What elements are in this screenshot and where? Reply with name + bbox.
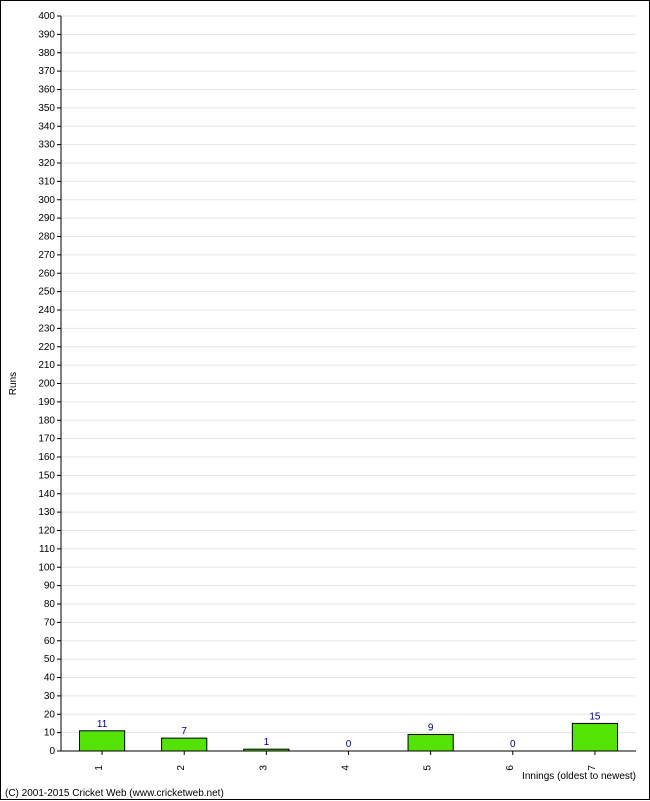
copyright-text: (C) 2001-2015 Cricket Web (www.cricketwe… [5,788,224,799]
y-tick-label: 190 [38,397,55,408]
bar-value-label: 1 [264,737,270,748]
bar-value-label: 11 [97,719,108,730]
y-axis-title: Runs [8,372,19,395]
y-tick-label: 230 [38,323,55,334]
x-tick-label: 4 [341,765,352,771]
y-tick-label: 110 [39,544,55,555]
bar-value-label: 9 [428,722,434,733]
x-tick-label: 1 [94,765,105,771]
y-tick-label: 70 [44,617,56,628]
y-tick-label: 210 [38,360,55,371]
x-tick-label: 2 [176,765,187,771]
y-tick-label: 30 [44,691,56,702]
y-tick-label: 300 [38,195,55,206]
y-tick-label: 0 [49,746,55,757]
y-tick-label: 140 [38,489,55,500]
x-tick-label: 3 [258,765,269,771]
y-tick-label: 40 [44,673,56,684]
bar [572,723,617,751]
y-tick-label: 60 [44,636,56,647]
y-tick-label: 350 [38,103,55,114]
y-tick-label: 90 [44,581,56,592]
bar [244,749,289,751]
y-tick-label: 360 [38,85,55,96]
bar-value-label: 0 [510,739,516,750]
y-tick-label: 80 [44,599,56,610]
x-tick-label: 7 [587,765,598,771]
y-tick-label: 390 [38,29,55,40]
y-tick-label: 220 [38,342,55,353]
y-tick-label: 10 [44,728,56,739]
y-tick-label: 270 [38,250,55,261]
y-tick-label: 290 [38,213,55,224]
bar-value-label: 7 [181,726,187,737]
y-tick-label: 260 [38,268,55,279]
y-tick-label: 160 [38,452,55,463]
bar-value-label: 15 [589,711,601,722]
chart-svg-wrap: 0102030405060708090100110120130140150160… [1,1,650,801]
bar [79,731,124,751]
x-tick-label: 6 [505,765,516,771]
y-tick-label: 280 [38,232,55,243]
y-tick-label: 150 [38,470,55,481]
x-axis-title: Innings (oldest to newest) [522,771,636,782]
x-tick-label: 5 [423,765,434,771]
bar-chart: 0102030405060708090100110120130140150160… [1,1,650,801]
y-tick-label: 330 [38,140,55,151]
bar [162,738,207,751]
y-tick-label: 100 [38,562,55,573]
y-tick-label: 400 [38,11,55,22]
bar-value-label: 0 [346,739,352,750]
y-tick-label: 50 [44,654,56,665]
y-tick-label: 130 [38,507,55,518]
y-tick-label: 380 [38,48,55,59]
y-tick-label: 180 [38,415,55,426]
y-tick-label: 320 [38,158,55,169]
chart-container: 0102030405060708090100110120130140150160… [0,0,650,800]
y-tick-label: 340 [38,121,55,132]
y-tick-label: 370 [38,66,55,77]
y-tick-label: 120 [38,526,55,537]
y-tick-label: 250 [38,287,55,298]
y-tick-label: 310 [38,176,55,187]
y-tick-label: 20 [44,709,56,720]
bar [408,734,453,751]
y-tick-label: 240 [38,305,55,316]
y-tick-label: 170 [38,434,55,445]
y-tick-label: 200 [38,379,55,390]
